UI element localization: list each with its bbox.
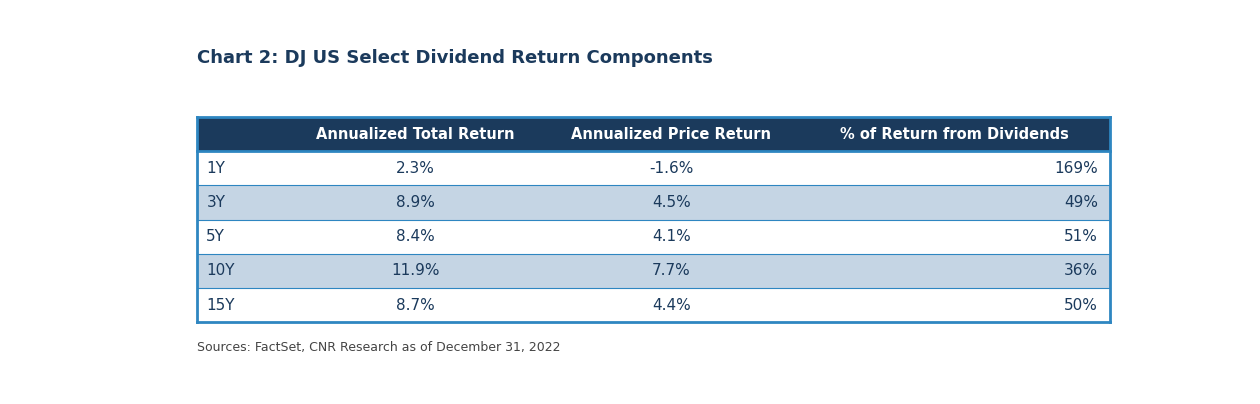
Text: 4.5%: 4.5% [651,195,690,210]
Text: 8.7%: 8.7% [397,298,435,313]
Text: 3Y: 3Y [207,195,226,210]
Text: 51%: 51% [1063,229,1097,244]
Bar [197,185,287,219]
Bar [197,288,287,322]
Text: -1.6%: -1.6% [649,161,693,176]
Text: 1Y: 1Y [207,161,226,176]
Text: 15Y: 15Y [207,298,234,313]
Text: 8.4%: 8.4% [397,229,435,244]
Text: 5Y: 5Y [207,229,226,244]
Text: Chart 2: DJ US Select Dividend Return Components: Chart 2: DJ US Select Dividend Return Co… [197,49,712,67]
Text: 8.9%: 8.9% [396,195,435,210]
Text: Annualized Total Return: Annualized Total Return [316,126,515,141]
Text: 4.1%: 4.1% [651,229,690,244]
Bar [197,220,287,254]
Text: Sources: FactSet, CNR Research as of December 31, 2022: Sources: FactSet, CNR Research as of Dec… [197,341,559,354]
Text: 2.3%: 2.3% [396,161,435,176]
Text: 169%: 169% [1055,161,1097,176]
Text: 10Y: 10Y [207,263,234,278]
Bar [197,151,287,185]
Bar [197,254,287,288]
Text: 49%: 49% [1063,195,1097,210]
Bar [197,117,287,151]
Text: 11.9%: 11.9% [392,263,440,278]
Text: 7.7%: 7.7% [651,263,690,278]
Text: Annualized Price Return: Annualized Price Return [571,126,771,141]
Text: 50%: 50% [1063,298,1097,313]
Text: 36%: 36% [1063,263,1097,278]
Text: % of Return from Dividends: % of Return from Dividends [840,126,1068,141]
Text: 4.4%: 4.4% [651,298,690,313]
